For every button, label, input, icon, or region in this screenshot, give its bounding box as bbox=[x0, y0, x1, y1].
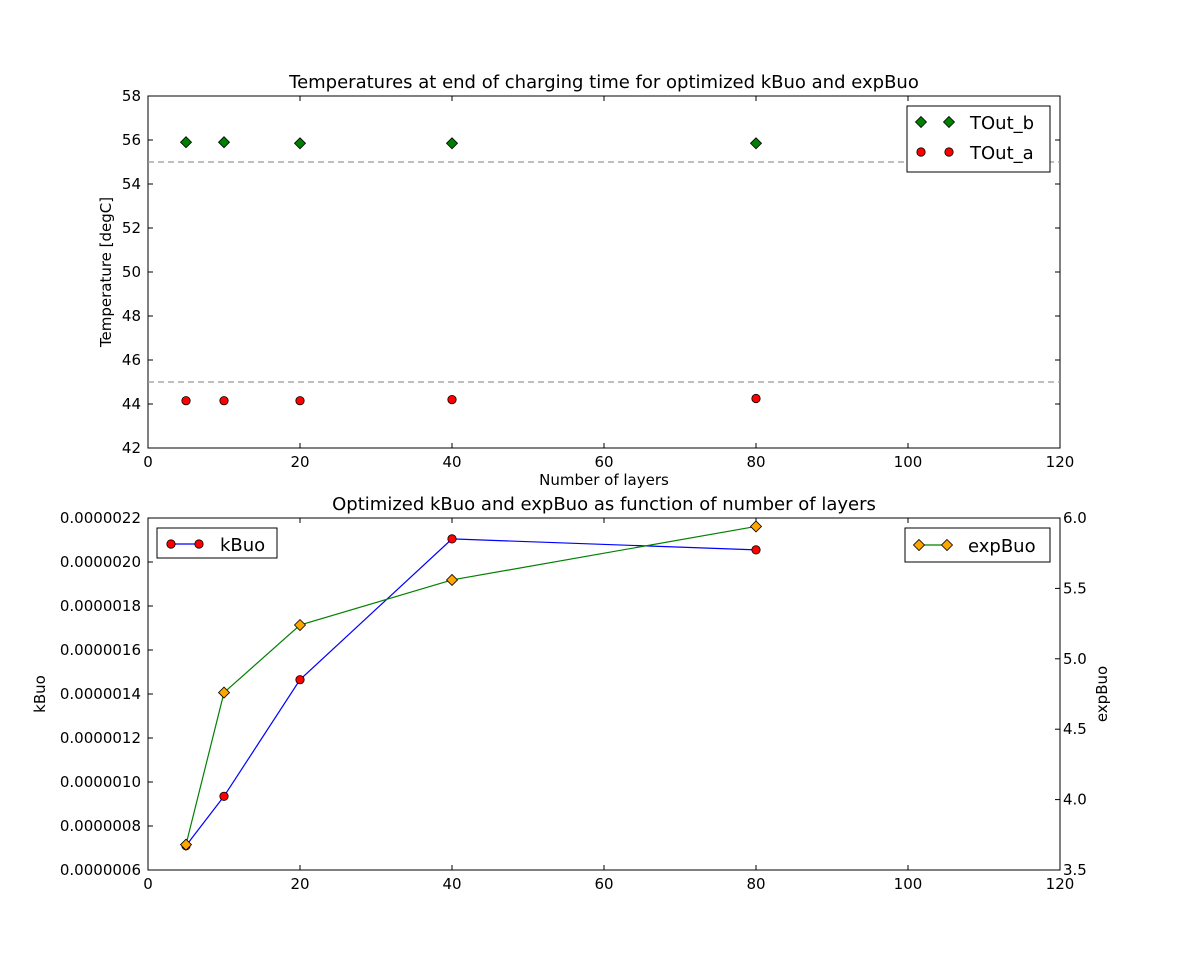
data-point-kbuo bbox=[219, 791, 229, 801]
legend-marker bbox=[944, 147, 954, 157]
x-tick-label: 60 bbox=[594, 453, 613, 471]
x-tick-label: 40 bbox=[442, 875, 461, 893]
y-axis-title: kBuo bbox=[31, 675, 49, 713]
x-tick-label: 120 bbox=[1046, 453, 1075, 471]
legend-marker bbox=[940, 538, 954, 552]
data-point-tout_a bbox=[447, 394, 457, 405]
y-right-tick-label: 5.5 bbox=[1063, 579, 1087, 597]
y-right-tick-label: 5.0 bbox=[1063, 650, 1087, 668]
chart-title: Optimized kBuo and expBuo as function of… bbox=[332, 494, 876, 515]
data-point-tout_a bbox=[181, 396, 191, 406]
legend-marker bbox=[912, 538, 926, 552]
legend-expbuo: expBuo bbox=[904, 527, 1051, 563]
y-tick-label: 56 bbox=[122, 131, 141, 149]
legend-label: TOut_a bbox=[969, 143, 1034, 164]
y-right-axis-title: expBuo bbox=[1093, 666, 1111, 722]
legend-box bbox=[906, 105, 1051, 173]
data-point-tout_a bbox=[295, 396, 305, 406]
legend-marker bbox=[194, 539, 204, 549]
x-tick-label: 120 bbox=[1046, 875, 1075, 893]
data-point-tout_b bbox=[749, 137, 763, 150]
y-right-tick-label: 4.5 bbox=[1063, 720, 1087, 738]
data-point-tout_b bbox=[445, 137, 459, 150]
y-tick-label: 0.0000022 bbox=[60, 509, 141, 527]
y-tick-label: 48 bbox=[122, 307, 141, 325]
data-point-tout_a bbox=[751, 393, 761, 404]
x-tick-label: 100 bbox=[894, 875, 923, 893]
data-point-tout_b bbox=[217, 136, 231, 149]
x-tick-label: 20 bbox=[290, 875, 309, 893]
legend: TOut_b TOut_a bbox=[906, 105, 1051, 173]
data-point-expbuo bbox=[217, 686, 231, 699]
data-point-expbuo bbox=[179, 838, 193, 851]
data-point-expbuo bbox=[445, 573, 459, 587]
y-tick-label: 0.0000018 bbox=[60, 597, 141, 615]
x-tick-label: 40 bbox=[442, 453, 461, 471]
x-tick-label: 80 bbox=[746, 875, 765, 893]
legend-box bbox=[156, 527, 278, 559]
x-tick-label: 80 bbox=[746, 453, 765, 471]
legend-label: kBuo bbox=[220, 535, 265, 556]
legend-marker bbox=[166, 539, 176, 549]
y-tick-label: 44 bbox=[122, 395, 141, 413]
x-tick-label: 20 bbox=[290, 453, 309, 471]
data-point-tout_b bbox=[293, 137, 307, 150]
y-tick-label: 42 bbox=[122, 439, 141, 457]
y-tick-label: 54 bbox=[122, 175, 141, 193]
data-point-expbuo bbox=[749, 520, 763, 533]
x-tick-label: 100 bbox=[894, 453, 923, 471]
y-right-tick-label: 3.5 bbox=[1063, 861, 1087, 879]
legend-label: TOut_b bbox=[969, 113, 1034, 134]
y-right-tick-label: 4.0 bbox=[1063, 791, 1087, 809]
y-tick-label: 52 bbox=[122, 219, 141, 237]
buoyancy-chart: 0.0000006 0.0000008 0.0000010 0.0000012 0.00… bbox=[31, 494, 1111, 893]
data-point-tout_a bbox=[219, 396, 229, 406]
legend-marker bbox=[914, 115, 928, 129]
y-tick-label: 58 bbox=[122, 87, 141, 105]
legend-label: expBuo bbox=[968, 536, 1036, 557]
y-tick-label: 0.0000012 bbox=[60, 729, 141, 747]
y-right-tick-label: 6.0 bbox=[1063, 509, 1087, 527]
y-tick-label: 0.0000006 bbox=[60, 861, 141, 879]
legend-marker bbox=[942, 115, 956, 129]
data-point-tout_b bbox=[179, 136, 193, 149]
data-point-kbuo bbox=[295, 675, 305, 685]
y-tick-label: 0.0000010 bbox=[60, 773, 141, 791]
y-axis-title: Temperature [degC] bbox=[97, 197, 115, 348]
x-tick-label: 0 bbox=[143, 453, 153, 471]
temperature-chart: 42 44 46 48 50 52 54 56 58 0 20 40 60 80 100 120 Tempera… bbox=[97, 72, 1074, 489]
x-tick-label: 0 bbox=[143, 875, 153, 893]
y-tick-label: 0.0000014 bbox=[60, 685, 141, 703]
legend-kbuo: kBuo bbox=[156, 527, 278, 559]
x-tick-label: 60 bbox=[594, 875, 613, 893]
plot-area bbox=[147, 517, 1061, 871]
legend-marker bbox=[916, 147, 926, 157]
chart-title: Temperatures at end of charging time for… bbox=[288, 72, 919, 93]
y-tick-label: 0.0000020 bbox=[60, 553, 141, 571]
y-tick-label: 46 bbox=[122, 351, 141, 369]
y-tick-label: 50 bbox=[122, 263, 141, 281]
y-tick-label: 0.0000008 bbox=[60, 817, 141, 835]
y-tick-label: 0.0000016 bbox=[60, 641, 141, 659]
data-point-expbuo bbox=[293, 618, 307, 632]
data-point-kbuo bbox=[751, 545, 761, 555]
data-point-kbuo bbox=[447, 534, 457, 544]
x-axis-title: Number of layers bbox=[539, 471, 669, 489]
